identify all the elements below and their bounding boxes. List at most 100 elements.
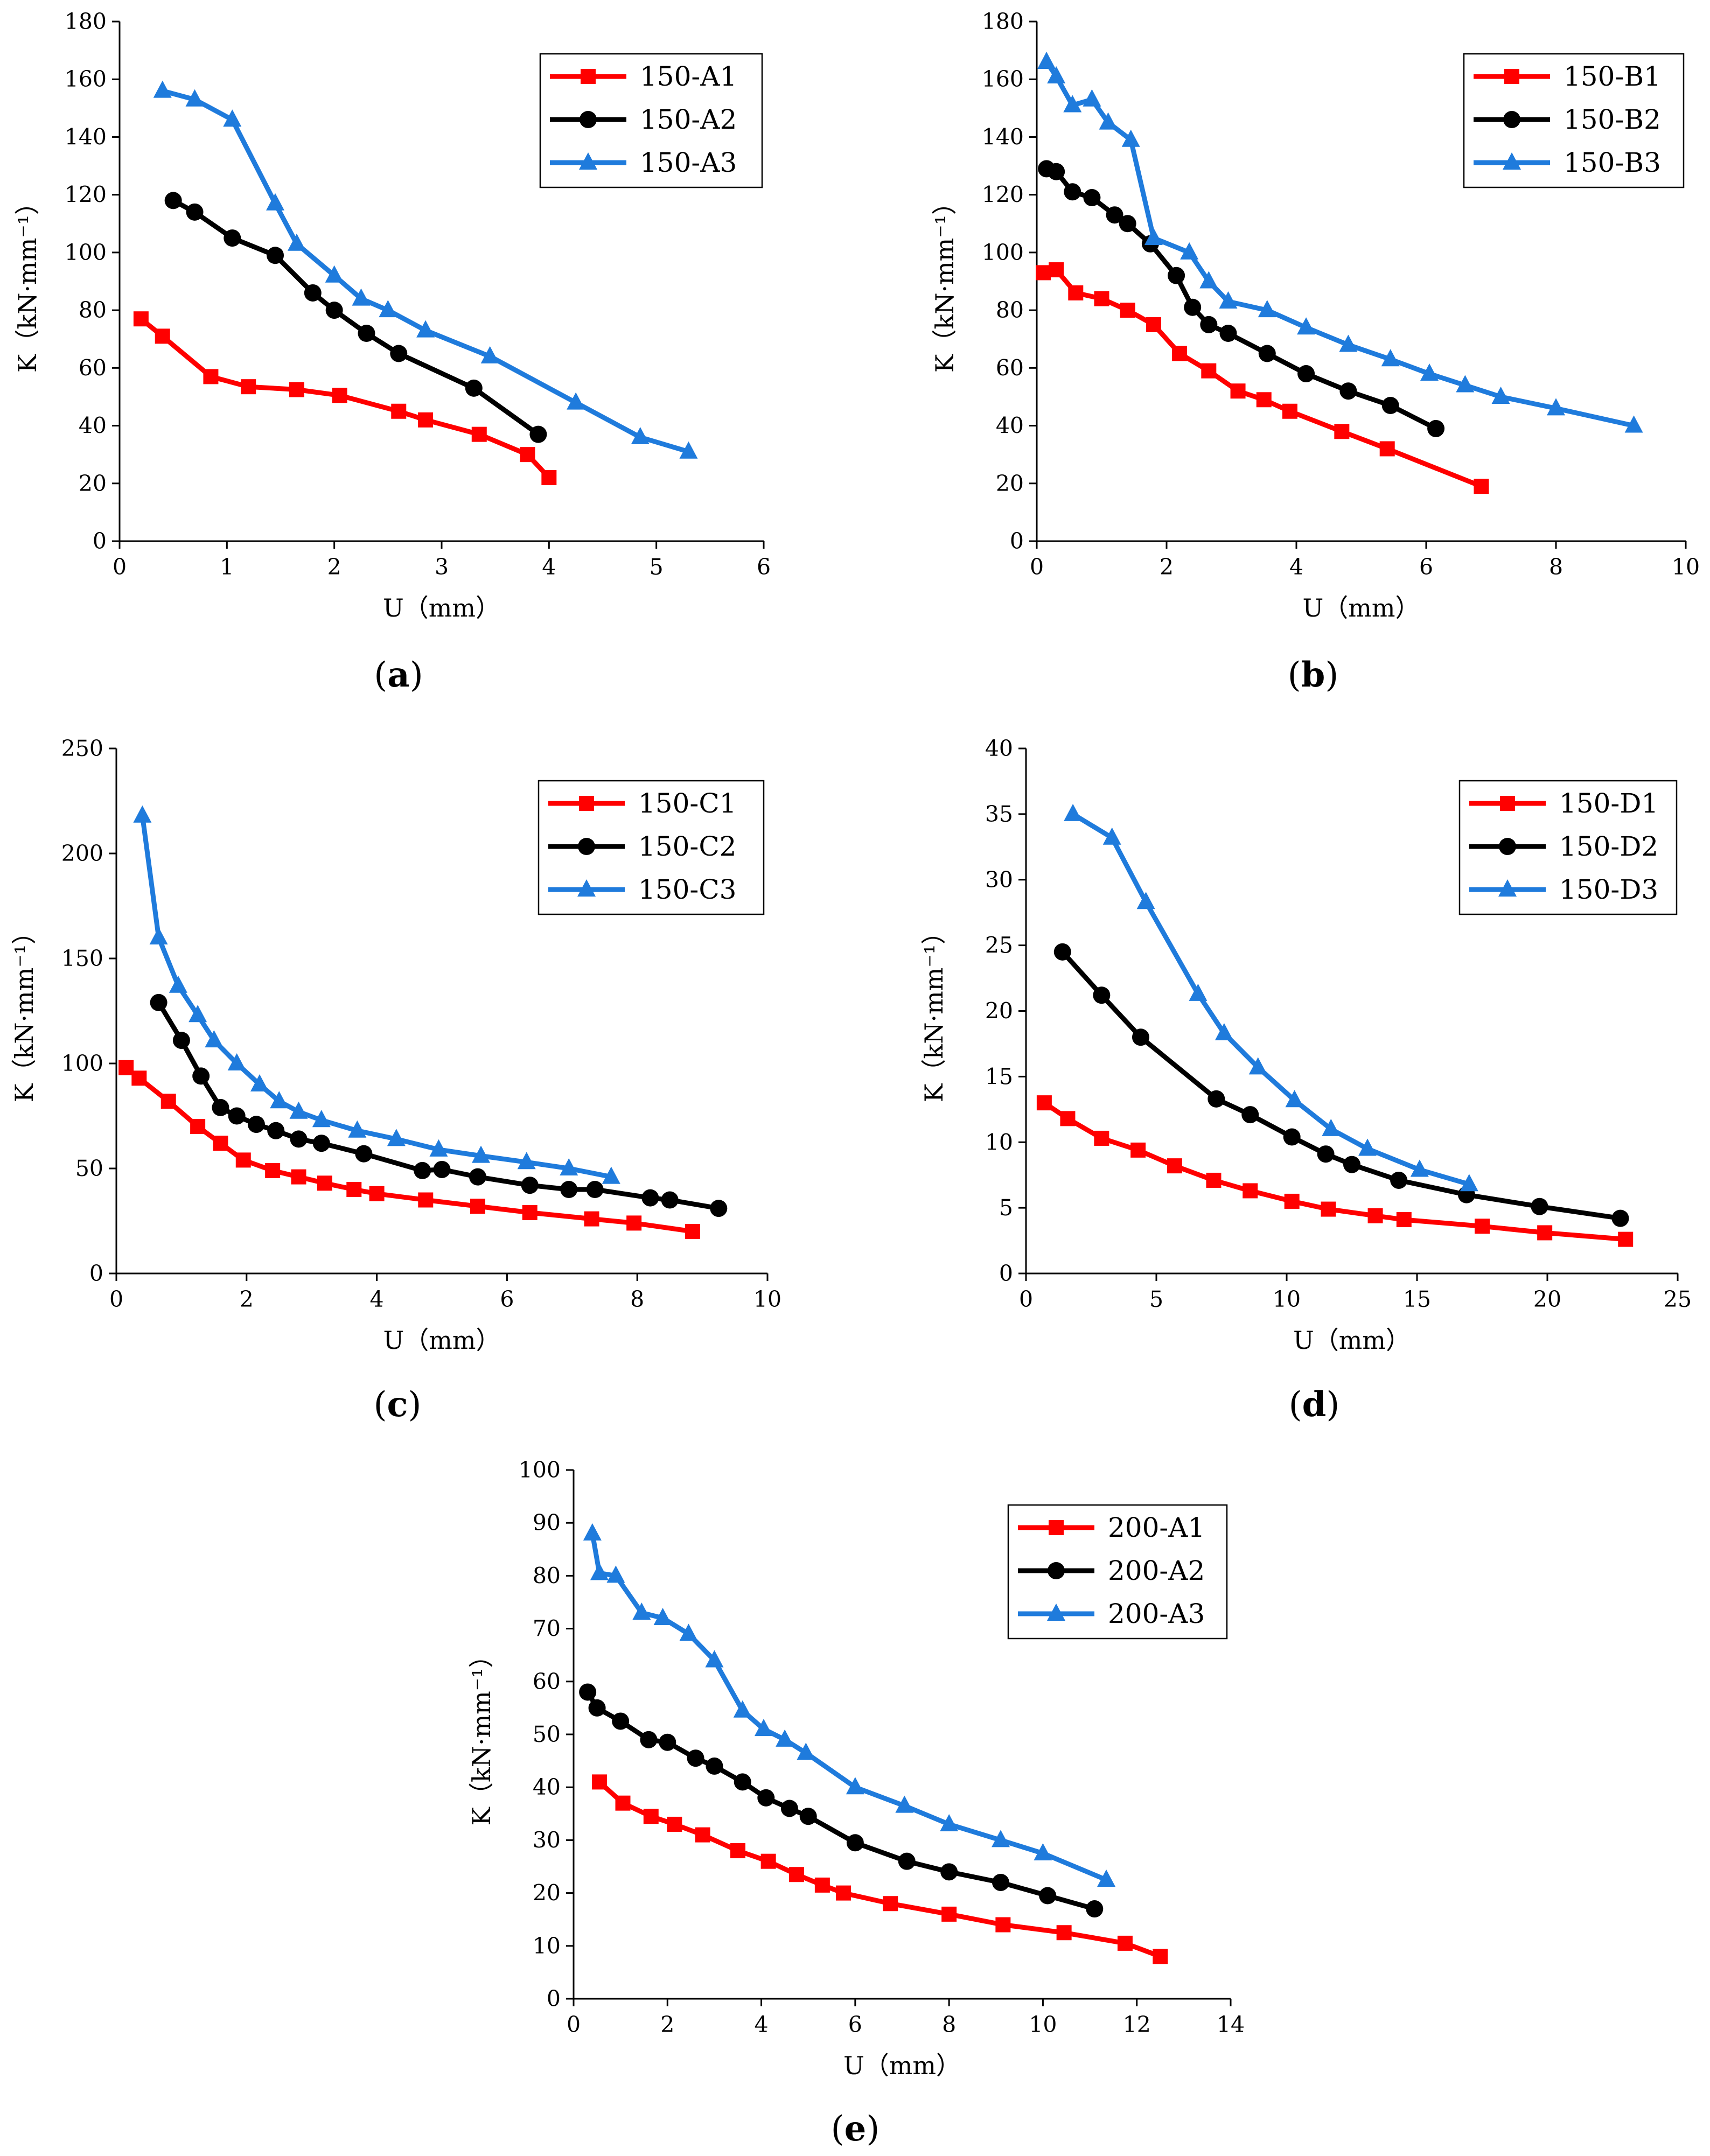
data-point <box>1167 1158 1182 1174</box>
legend: 150-B1 150-B2 150-B3 <box>1463 53 1685 188</box>
data-point <box>1611 1209 1629 1227</box>
data-point <box>1283 1128 1301 1146</box>
data-point <box>465 379 483 397</box>
data-point <box>1475 1219 1490 1234</box>
data-point <box>797 1742 815 1760</box>
data-point <box>155 328 170 344</box>
data-point <box>418 1192 434 1208</box>
data-point <box>560 1181 578 1198</box>
y-tick-label: 30 <box>533 1827 561 1853</box>
data-point <box>1317 1145 1335 1163</box>
x-tick-label: 2 <box>240 1286 254 1312</box>
data-point <box>433 1160 451 1178</box>
data-point <box>632 1602 651 1620</box>
data-point <box>799 1808 817 1825</box>
chart-a: 0 1 2 3 4 5 6020406080100120140160180U（mm）K（kN… <box>13 9 771 695</box>
data-point <box>1297 365 1315 383</box>
data-point <box>1339 382 1357 400</box>
x-tick-label: 0 <box>113 554 127 580</box>
data-point <box>643 1809 659 1824</box>
data-point <box>172 1032 190 1049</box>
series-150-A1 <box>133 311 557 486</box>
y-tick-label: 50 <box>75 1156 103 1181</box>
data-point <box>1285 1090 1304 1108</box>
data-point <box>1531 1198 1548 1215</box>
panel-caption: (e) <box>831 2109 880 2149</box>
data-point <box>706 1757 723 1775</box>
y-tick-label: 180 <box>982 9 1024 34</box>
data-point <box>520 447 535 463</box>
y-tick-label: 140 <box>65 124 107 150</box>
data-point <box>1083 89 1101 107</box>
x-tick-label: 2 <box>327 554 341 580</box>
y-tick-label: 40 <box>996 413 1024 439</box>
x-tick-label: 0 <box>109 1286 123 1312</box>
y-tick-label: 20 <box>985 998 1013 1024</box>
legend-entry: 150-D3 <box>1469 874 1658 905</box>
series-line <box>156 1000 721 1211</box>
x-tick-label: 4 <box>755 2012 769 2038</box>
data-point <box>606 1565 625 1583</box>
y-tick-label: 100 <box>982 240 1024 265</box>
legend-entry: 150-B1 <box>1474 61 1661 92</box>
data-point <box>355 1145 373 1163</box>
legend-label: 150-B2 <box>1564 104 1661 135</box>
data-point <box>1537 1225 1553 1241</box>
legend-entry: 150-C1 <box>548 788 736 819</box>
legend-entry: 200-A3 <box>1018 1598 1205 1629</box>
data-point <box>695 1827 710 1843</box>
y-axis-label: K（kN·mm⁻¹） <box>10 920 39 1102</box>
y-tick-label: 180 <box>65 9 107 34</box>
data-point <box>1132 1028 1149 1046</box>
data-point <box>590 1563 609 1580</box>
data-point <box>626 1215 642 1231</box>
data-point <box>895 1795 914 1813</box>
data-point <box>1036 1095 1052 1111</box>
legend-triangle-marker <box>1503 152 1521 170</box>
legend-label: 150-C1 <box>638 788 736 819</box>
data-point <box>270 1091 289 1109</box>
legend-circle-marker <box>1499 838 1516 855</box>
y-tick-label: 80 <box>533 1563 561 1588</box>
data-point <box>203 369 219 384</box>
data-point <box>1206 1172 1222 1188</box>
data-point <box>522 1205 538 1220</box>
data-point <box>227 1053 246 1070</box>
x-tick-label: 14 <box>1217 2012 1245 2038</box>
series-200-A1 <box>591 1774 1168 1964</box>
y-tick-label: 100 <box>65 240 107 265</box>
panel-caption: (a) <box>374 655 423 695</box>
data-point <box>346 1182 362 1197</box>
x-tick-label: 5 <box>650 554 664 580</box>
legend-triangle-marker <box>577 879 596 897</box>
series-200-A2 <box>579 1683 1104 1918</box>
data-point <box>734 1773 751 1791</box>
data-point <box>1068 285 1084 300</box>
x-tick-label: 8 <box>942 2012 956 2038</box>
data-point <box>1379 441 1395 457</box>
data-point <box>1199 271 1218 289</box>
data-point <box>631 427 650 444</box>
data-point <box>940 1863 958 1881</box>
data-point <box>846 1834 864 1852</box>
data-point <box>186 203 204 221</box>
data-point <box>733 1700 752 1718</box>
x-tick-label: 6 <box>500 1286 514 1312</box>
y-tick-label: 250 <box>61 736 103 761</box>
x-axis-label: U（mm） <box>1293 1326 1411 1355</box>
data-point <box>685 1224 700 1239</box>
data-point <box>567 392 585 410</box>
x-tick-label: 10 <box>1273 1286 1301 1312</box>
y-tick-label: 140 <box>982 124 1024 150</box>
panel-caption: (b) <box>1288 655 1339 695</box>
data-point <box>612 1712 630 1730</box>
data-point <box>705 1650 724 1668</box>
data-point <box>529 425 547 443</box>
data-point <box>287 233 306 251</box>
data-point <box>992 1830 1010 1847</box>
x-axis-label: U（mm） <box>383 1326 500 1355</box>
data-point <box>150 993 167 1011</box>
data-point <box>1189 983 1208 1001</box>
y-axis-label: K（kN·mm⁻¹） <box>13 190 42 373</box>
data-point <box>304 284 322 302</box>
